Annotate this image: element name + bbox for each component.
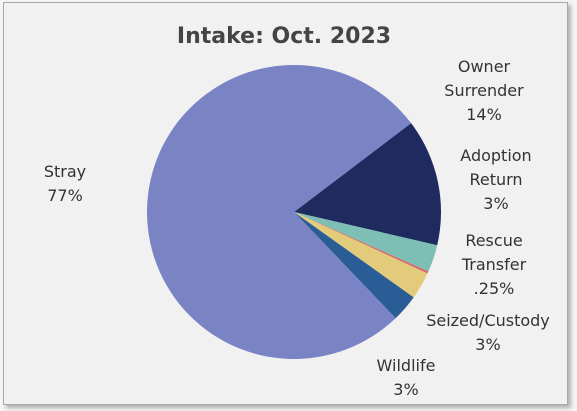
pie-slice-wildlife <box>294 212 414 319</box>
pie-slice-owner-surrender <box>294 123 442 246</box>
pie-slices <box>147 65 442 360</box>
slice-label-owner-surrender: Owner Surrender 14% <box>444 57 524 124</box>
pie-labels: Owner Surrender 14% Adoption Return 3% Rescue T… <box>44 57 550 399</box>
pie-slice-adoption-return <box>294 212 438 272</box>
pie-slice-seized-custody <box>294 212 428 298</box>
slice-label-adoption-return: Adoption Return 3% <box>460 146 531 213</box>
pie-slice-rescue-transfer <box>294 212 429 274</box>
chart-frame: Intake: Oct. 2023 Owner Surrender 14% Adopt… <box>3 2 568 405</box>
slice-label-stray: Stray 77% <box>44 162 86 205</box>
slice-label-rescue-transfer: Rescue Transfer .25% <box>461 231 527 298</box>
pie-chart: Intake: Oct. 2023 Owner Surrender 14% Adopt… <box>44 24 550 399</box>
chart-title: Intake: Oct. 2023 <box>177 24 391 49</box>
slice-label-wildlife: Wildlife 3% <box>377 356 436 399</box>
slice-label-seized-custody: Seized/Custody 3% <box>426 311 550 354</box>
pie-slice-stray <box>147 65 412 360</box>
